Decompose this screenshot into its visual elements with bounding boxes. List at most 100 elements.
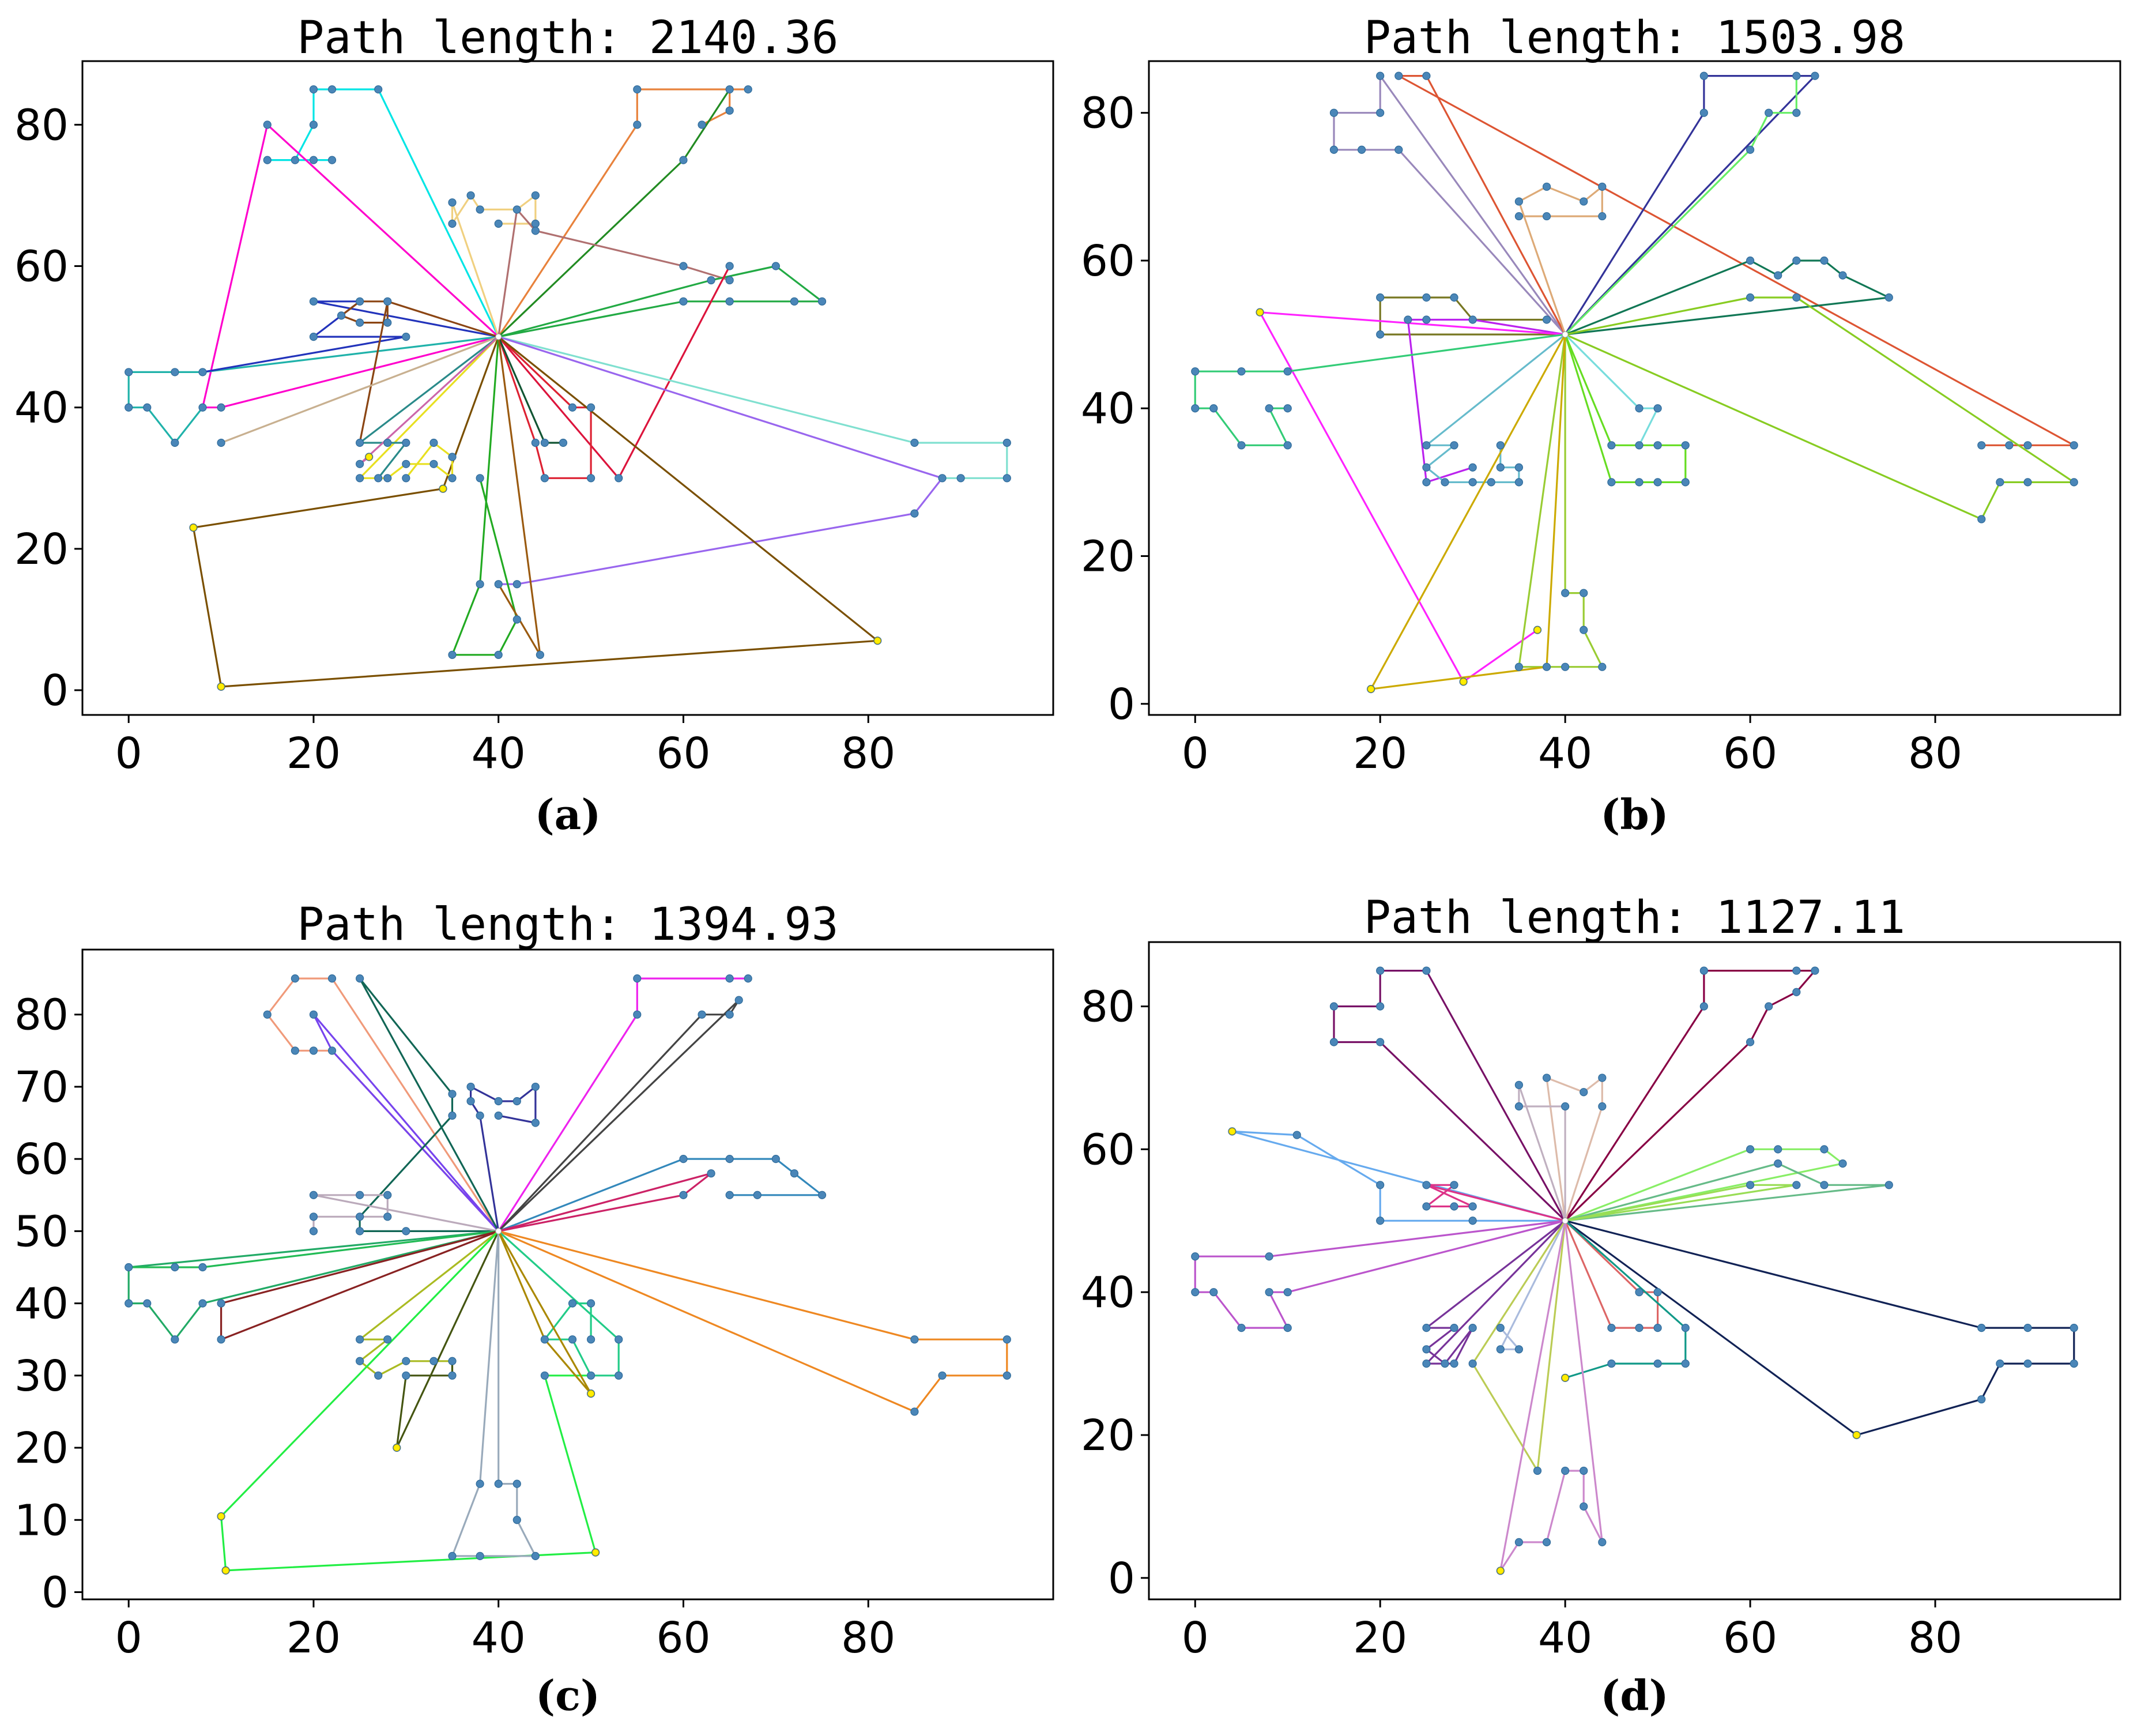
customer-point (1681, 441, 1690, 450)
customer-point (1514, 478, 1524, 487)
customer-point (356, 460, 364, 468)
route-12 (497, 265, 731, 479)
route-15 (1518, 334, 1603, 668)
customer-point (327, 1046, 337, 1055)
customer-point (531, 227, 540, 235)
customer-point (1329, 145, 1339, 154)
customer-point (1422, 1202, 1431, 1211)
route-22 (359, 336, 499, 465)
customer-point (679, 1191, 688, 1199)
customer-point (1598, 182, 1607, 191)
chart-title: Path length: 1394.93 (297, 899, 838, 951)
panel-d: Path length: 1127.11 0 20 40 60 80 0 20 40 60 80 (d… (1081, 892, 2121, 1720)
customer-point (1820, 1181, 1829, 1189)
panel-b: Path length: 1503.98 0 20 40 60 80 0 20 40 60 80 (b… (1081, 12, 2121, 839)
customer-point (448, 650, 457, 659)
route-2 (312, 1014, 499, 1232)
customer-point (1811, 71, 1819, 80)
y-tick-label: 10 (14, 1496, 69, 1545)
x-tick-label: 40 (1538, 729, 1592, 778)
customer-point (356, 474, 364, 483)
customer-point (1329, 1002, 1339, 1011)
customer-point (725, 1010, 734, 1019)
customer-point (725, 276, 734, 285)
customer-point (540, 474, 549, 483)
y-tick-label: 70 (14, 1063, 69, 1112)
customer-point (1394, 145, 1403, 154)
customer-point (725, 262, 734, 270)
customer-point (725, 974, 734, 983)
customer-point (1653, 478, 1662, 487)
customer-point (910, 1407, 919, 1416)
customer-point (125, 1263, 133, 1272)
customer-point (476, 1552, 484, 1560)
customer-point (1635, 441, 1644, 450)
customer-point (171, 368, 179, 376)
customer-point (586, 1335, 595, 1344)
customer-point (429, 438, 438, 447)
customer-point (356, 974, 364, 983)
customer-point (402, 333, 410, 341)
customer-point (217, 403, 225, 412)
customer-point (1746, 293, 1755, 302)
customer-point (938, 474, 947, 483)
customer-point (679, 262, 688, 270)
customer-point (910, 1335, 919, 1344)
x-tick-label: 60 (1723, 729, 1777, 778)
customer-point (1699, 1002, 1708, 1011)
customer-point (198, 403, 207, 412)
customer-point (1542, 662, 1551, 671)
customer-point (374, 85, 383, 94)
customer-point (327, 974, 337, 983)
customer-point (1681, 478, 1690, 487)
x-tick-label: 40 (472, 1613, 526, 1663)
customer-point (1237, 441, 1246, 450)
customer-point (1746, 1145, 1755, 1154)
customer-point (448, 1111, 457, 1120)
customer-point (633, 1010, 642, 1019)
customer-point (2005, 441, 2014, 450)
customer-point (1329, 1038, 1339, 1046)
customer-point (1468, 463, 1477, 472)
y-tick-label: 60 (14, 1135, 69, 1184)
customer-point (309, 1046, 318, 1055)
customer-point (1376, 1181, 1385, 1189)
customer-point (1329, 108, 1339, 117)
highlight-point (1534, 626, 1541, 634)
customer-point (698, 120, 706, 129)
customer-point (1580, 1088, 1588, 1097)
customer-point (1792, 1181, 1801, 1189)
customer-point (559, 438, 568, 447)
customer-point (494, 580, 503, 589)
route-13 (497, 336, 592, 479)
customer-point (356, 1227, 364, 1236)
customer-point (1681, 1359, 1690, 1368)
customer-point (402, 474, 410, 483)
customer-point (771, 262, 780, 270)
customer-point (327, 156, 337, 164)
customer-point (1580, 589, 1588, 597)
customer-point (1598, 1074, 1607, 1082)
customer-point (2023, 1324, 2032, 1332)
customer-point (356, 438, 364, 447)
customer-point (476, 474, 484, 483)
customer-point (1635, 1288, 1644, 1297)
depot-point (1562, 1217, 1569, 1224)
customer-point (448, 198, 457, 207)
customer-point (143, 1299, 152, 1308)
highlight-point (217, 683, 225, 690)
customer-point (402, 438, 410, 447)
customer-point (615, 1335, 623, 1344)
customer-point (1792, 988, 1801, 996)
customer-point (309, 156, 318, 164)
customer-point (1394, 71, 1403, 80)
y-tick-label: 20 (14, 525, 69, 574)
route-10 (1565, 1184, 1797, 1222)
x-tick-label: 0 (1182, 729, 1209, 778)
y-tick-label: 80 (1081, 982, 1135, 1032)
customer-point (263, 1010, 272, 1019)
y-tick-label: 20 (14, 1424, 69, 1473)
route-1 (1333, 969, 1566, 1222)
customer-point (1635, 404, 1644, 413)
